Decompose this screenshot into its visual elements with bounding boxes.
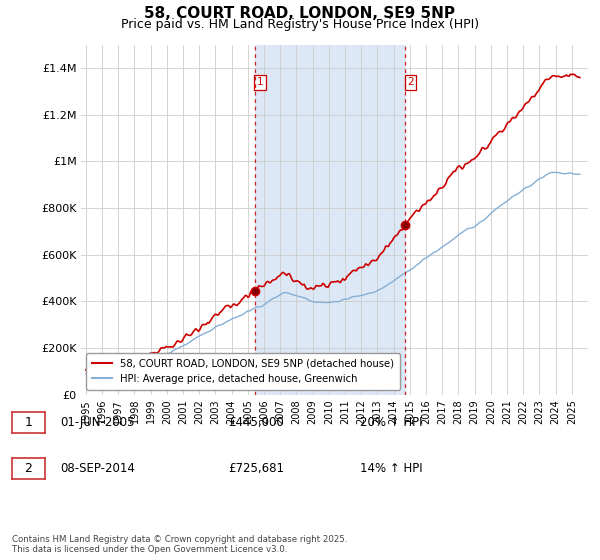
Text: 58, COURT ROAD, LONDON, SE9 5NP: 58, COURT ROAD, LONDON, SE9 5NP bbox=[145, 6, 455, 21]
Text: £725,681: £725,681 bbox=[228, 462, 284, 475]
Text: 1: 1 bbox=[257, 77, 263, 87]
Text: 1: 1 bbox=[25, 416, 32, 429]
Legend: 58, COURT ROAD, LONDON, SE9 5NP (detached house), HPI: Average price, detached h: 58, COURT ROAD, LONDON, SE9 5NP (detache… bbox=[86, 353, 400, 390]
Text: 14% ↑ HPI: 14% ↑ HPI bbox=[360, 462, 422, 475]
Bar bbox=[254, 45, 405, 395]
Text: Contains HM Land Registry data © Crown copyright and database right 2025.
This d: Contains HM Land Registry data © Crown c… bbox=[12, 535, 347, 554]
Text: 08-SEP-2014: 08-SEP-2014 bbox=[60, 462, 135, 475]
Text: Price paid vs. HM Land Registry's House Price Index (HPI): Price paid vs. HM Land Registry's House … bbox=[121, 18, 479, 31]
Text: £445,000: £445,000 bbox=[228, 416, 284, 430]
Text: 2: 2 bbox=[407, 77, 414, 87]
Text: 20% ↑ HPI: 20% ↑ HPI bbox=[360, 416, 422, 430]
Text: 01-JUN-2005: 01-JUN-2005 bbox=[60, 416, 134, 430]
Text: 2: 2 bbox=[25, 461, 32, 475]
